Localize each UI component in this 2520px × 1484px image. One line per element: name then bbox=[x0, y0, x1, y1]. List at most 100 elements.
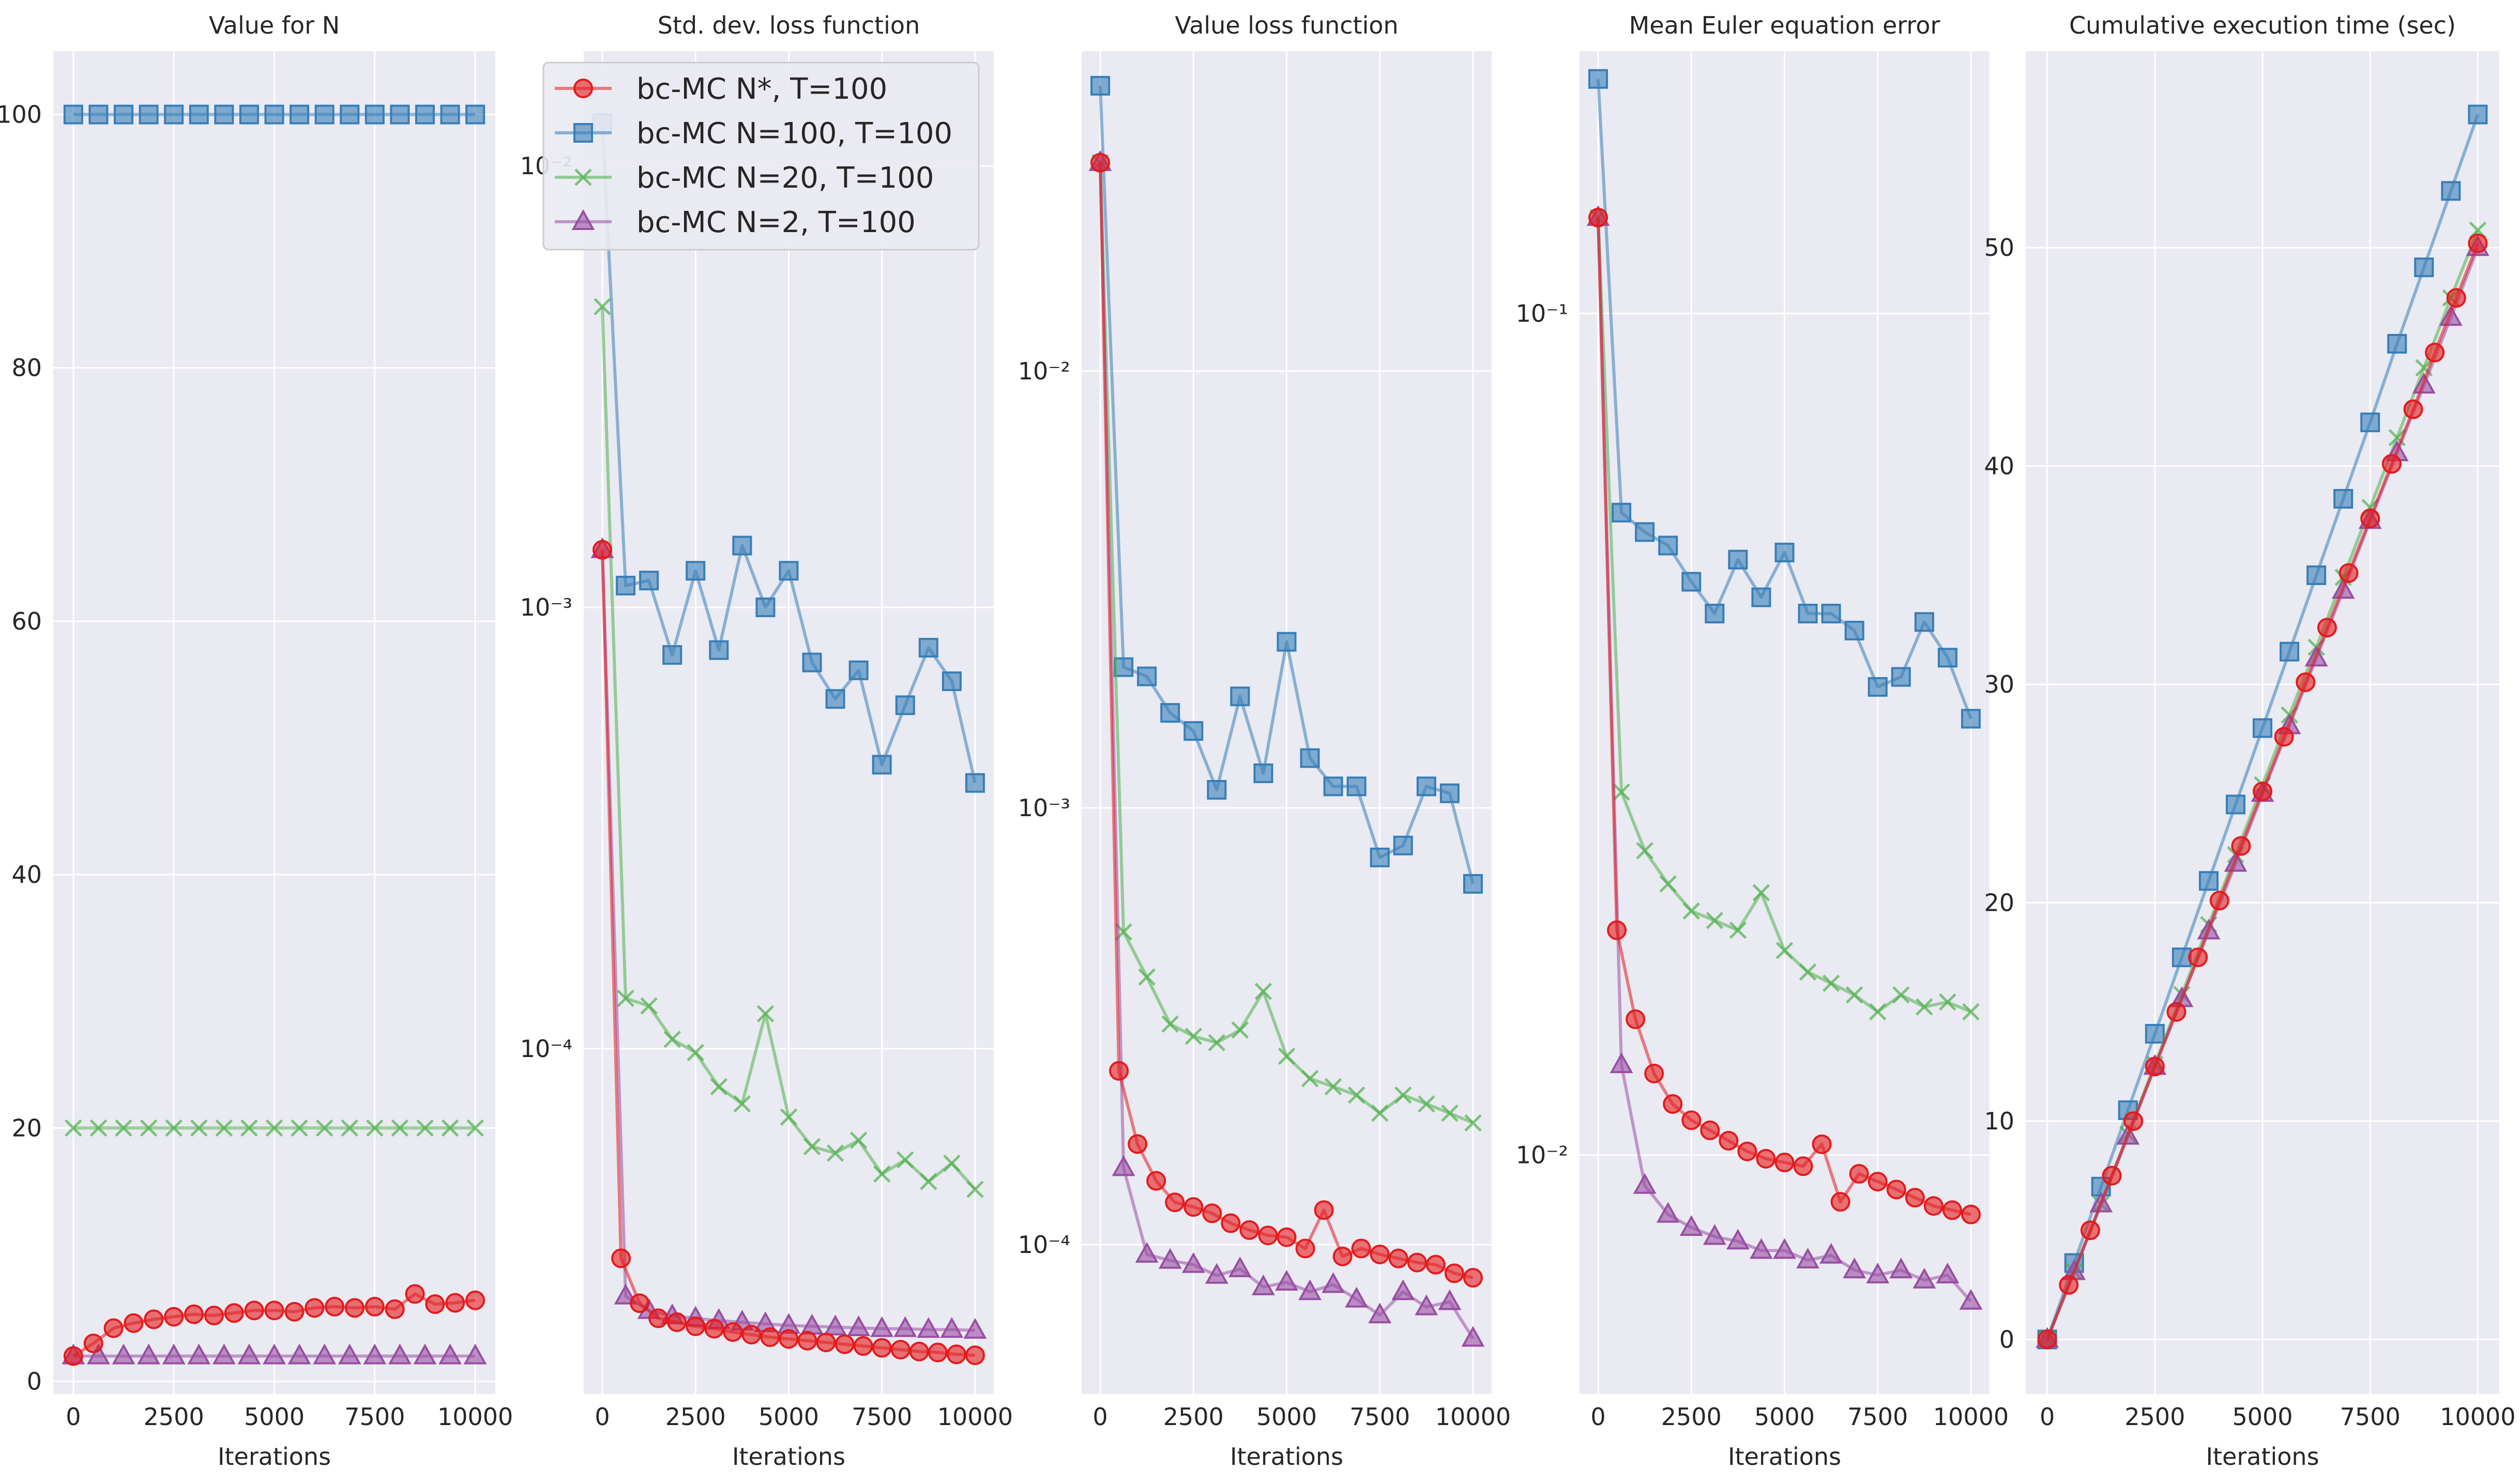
data-point bbox=[1183, 1197, 1204, 1217]
data-point bbox=[212, 1343, 236, 1365]
data-point bbox=[687, 1044, 705, 1062]
data-point bbox=[63, 1346, 83, 1366]
data-point bbox=[1416, 776, 1436, 797]
data-point bbox=[928, 1342, 948, 1363]
x-tick-label: 7500 bbox=[1349, 1403, 1410, 1431]
data-point bbox=[164, 1307, 184, 1327]
data-point bbox=[1936, 1262, 1960, 1283]
x-tick-label: 10000 bbox=[437, 1403, 513, 1431]
data-point bbox=[617, 989, 634, 1007]
legend-label: bc-MC N=2, T=100 bbox=[636, 206, 916, 239]
data-point bbox=[115, 1119, 132, 1137]
data-point bbox=[2274, 727, 2294, 747]
data-point bbox=[1703, 1224, 1726, 1245]
data-point bbox=[264, 1301, 284, 1321]
data-point bbox=[338, 1343, 361, 1365]
data-point bbox=[1228, 1256, 1252, 1277]
data-point bbox=[1371, 1104, 1389, 1122]
data-point bbox=[1231, 1021, 1249, 1039]
data-point bbox=[2280, 641, 2300, 662]
data-point bbox=[662, 645, 682, 665]
data-point bbox=[943, 1154, 961, 1172]
legend-marker bbox=[571, 209, 595, 230]
data-point bbox=[1394, 1086, 1412, 1104]
data-point bbox=[1868, 1171, 1888, 1191]
x-tick-label: 0 bbox=[66, 1403, 81, 1431]
data-point bbox=[2360, 412, 2380, 433]
x-tick-label: 2500 bbox=[2124, 1403, 2185, 1431]
y-tick-label: 40 bbox=[11, 861, 42, 889]
data-point bbox=[463, 1343, 487, 1365]
data-point bbox=[2317, 618, 2337, 638]
series bbox=[593, 540, 985, 1365]
data-point bbox=[1912, 1267, 1936, 1289]
y-tick-label: 60 bbox=[11, 607, 42, 635]
data-point bbox=[872, 755, 892, 775]
panel-title: Cumulative execution time (sec) bbox=[2069, 11, 2456, 39]
data-point bbox=[1607, 920, 1627, 940]
data-point bbox=[1914, 612, 1934, 632]
y-tick-label: 50 bbox=[1984, 234, 2014, 262]
data-point bbox=[1221, 1213, 1241, 1233]
data-point bbox=[1277, 1227, 1297, 1247]
data-point bbox=[1869, 1003, 1887, 1021]
data-point bbox=[1391, 1279, 1415, 1301]
data-point bbox=[1719, 1130, 1739, 1151]
data-point bbox=[365, 104, 385, 125]
data-point bbox=[1845, 986, 1863, 1004]
y-tick-label: 10⁻² bbox=[1018, 357, 1070, 385]
data-point bbox=[465, 104, 485, 125]
data-point bbox=[1137, 666, 1157, 686]
data-point bbox=[2188, 947, 2208, 968]
data-point bbox=[1463, 874, 1483, 894]
x-tick-label: 5000 bbox=[244, 1403, 305, 1431]
data-point bbox=[139, 104, 159, 125]
data-point bbox=[965, 1345, 985, 1365]
data-point bbox=[2381, 454, 2402, 474]
data-point bbox=[1438, 1289, 1462, 1310]
data-point bbox=[733, 1095, 751, 1113]
data-point bbox=[2441, 181, 2461, 201]
data-point bbox=[1728, 549, 1748, 570]
data-point bbox=[802, 652, 822, 672]
series bbox=[63, 104, 485, 125]
y-tick-label: 10 bbox=[1984, 1107, 2014, 1135]
data-point bbox=[1463, 1267, 1483, 1288]
x-tick-label: 0 bbox=[595, 1403, 610, 1431]
legend-item: bc-MC N=100, T=100 bbox=[555, 117, 952, 150]
data-point bbox=[909, 1341, 929, 1361]
data-point bbox=[816, 1333, 836, 1353]
data-point bbox=[165, 1119, 183, 1137]
data-point bbox=[2253, 782, 2272, 802]
data-point bbox=[340, 104, 360, 125]
data-point bbox=[1277, 632, 1297, 652]
data-point bbox=[873, 1165, 891, 1183]
data-point bbox=[1444, 1263, 1464, 1283]
data-point bbox=[1905, 1188, 1925, 1208]
data-point bbox=[2468, 233, 2488, 253]
data-point bbox=[779, 1329, 799, 1349]
legend-marker bbox=[574, 169, 592, 186]
data-point bbox=[1370, 1244, 1390, 1264]
x-tick-label: 5000 bbox=[1256, 1403, 1317, 1431]
chart-panel: Value for N 0 2500 5000 7500 10000 0 20 40 60 80 10… bbox=[0, 11, 513, 1471]
data-point bbox=[187, 1343, 211, 1365]
data-point bbox=[1207, 779, 1227, 800]
legend-item: bc-MC N=2, T=100 bbox=[555, 206, 916, 239]
data-point bbox=[848, 660, 869, 680]
data-point bbox=[1407, 1252, 1427, 1273]
data-point bbox=[438, 1343, 462, 1365]
y-tick-label: 20 bbox=[11, 1114, 42, 1142]
data-point bbox=[1798, 604, 1818, 624]
data-point bbox=[103, 1318, 124, 1338]
data-point bbox=[1393, 835, 1413, 855]
data-point bbox=[2102, 1166, 2122, 1186]
data-point bbox=[1868, 677, 1888, 697]
series bbox=[2037, 104, 2488, 1350]
data-point bbox=[2225, 794, 2245, 815]
data-point bbox=[1588, 208, 1608, 228]
y-tick-label: 10⁻² bbox=[1516, 1141, 1568, 1169]
data-point bbox=[1830, 1192, 1850, 1212]
data-point bbox=[965, 773, 985, 793]
data-point bbox=[2166, 1002, 2187, 1022]
